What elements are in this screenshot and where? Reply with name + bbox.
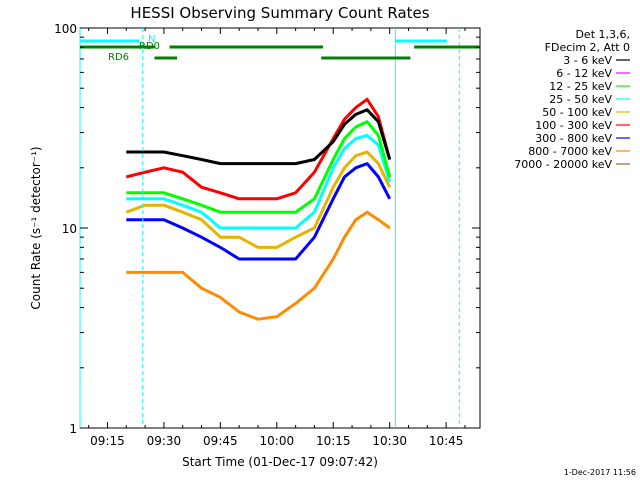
legend-label: 3 - 6 keV <box>563 54 612 67</box>
series-layer <box>125 97 392 321</box>
flag-label-n: N <box>148 34 155 45</box>
legend-label: 300 - 800 keV <box>535 132 612 145</box>
series-line-100to300keV <box>125 97 392 201</box>
flag-label-rd0: RD0 <box>139 41 160 52</box>
legend-label: 25 - 50 keV <box>549 93 612 106</box>
y-tick-label: 100 <box>54 22 77 36</box>
series-line-12to25keV <box>126 120 392 214</box>
legend-label: 50 - 100 keV <box>542 106 612 119</box>
x-tick-label: 10:30 <box>372 434 407 448</box>
x-tick-label: 09:30 <box>147 434 182 448</box>
legend-label: 6 - 12 keV <box>556 67 612 80</box>
legend-label: 12 - 25 keV <box>549 80 612 93</box>
x-tick-label: 10:00 <box>260 434 295 448</box>
legend-header: FDecim 2, Att 0 <box>545 41 630 54</box>
x-tick-label: 10:15 <box>316 434 351 448</box>
legend-label: 7000 - 20000 keV <box>514 158 612 171</box>
legend-header: Det 1,3,6, <box>575 28 630 41</box>
x-axis-title: Start Time (01-Dec-17 09:07:42) <box>182 455 378 469</box>
series-line-300to800keV <box>126 162 392 261</box>
series-line-3to6keV <box>126 108 392 166</box>
series-line-50to100keV <box>125 150 392 249</box>
x-tick-label: 10:45 <box>429 434 464 448</box>
date-stamp: 1-Dec-2017 11:56 <box>564 468 636 477</box>
x-tick-label: 09:45 <box>203 434 238 448</box>
flag-label-rd6: RD6 <box>108 52 129 63</box>
chart-title: HESSI Observing Summary Count Rates <box>130 4 429 22</box>
axes: 09:15 09:30 09:45 10:00 10:15 10:30 10:45 1 10 10… <box>54 22 480 448</box>
y-axis-title: Count Rate (s⁻¹ detector⁻¹) <box>29 146 43 309</box>
legend-label: 800 - 7000 keV <box>528 145 612 158</box>
y-tick-label: 10 <box>62 222 77 236</box>
x-tick-label: 09:15 <box>90 434 125 448</box>
series-line-25to50keV <box>126 134 392 230</box>
legend-label: 100 - 300 keV <box>535 119 612 132</box>
series-line-800to7000keV <box>126 210 391 321</box>
y-tick-label: 1 <box>69 422 77 436</box>
